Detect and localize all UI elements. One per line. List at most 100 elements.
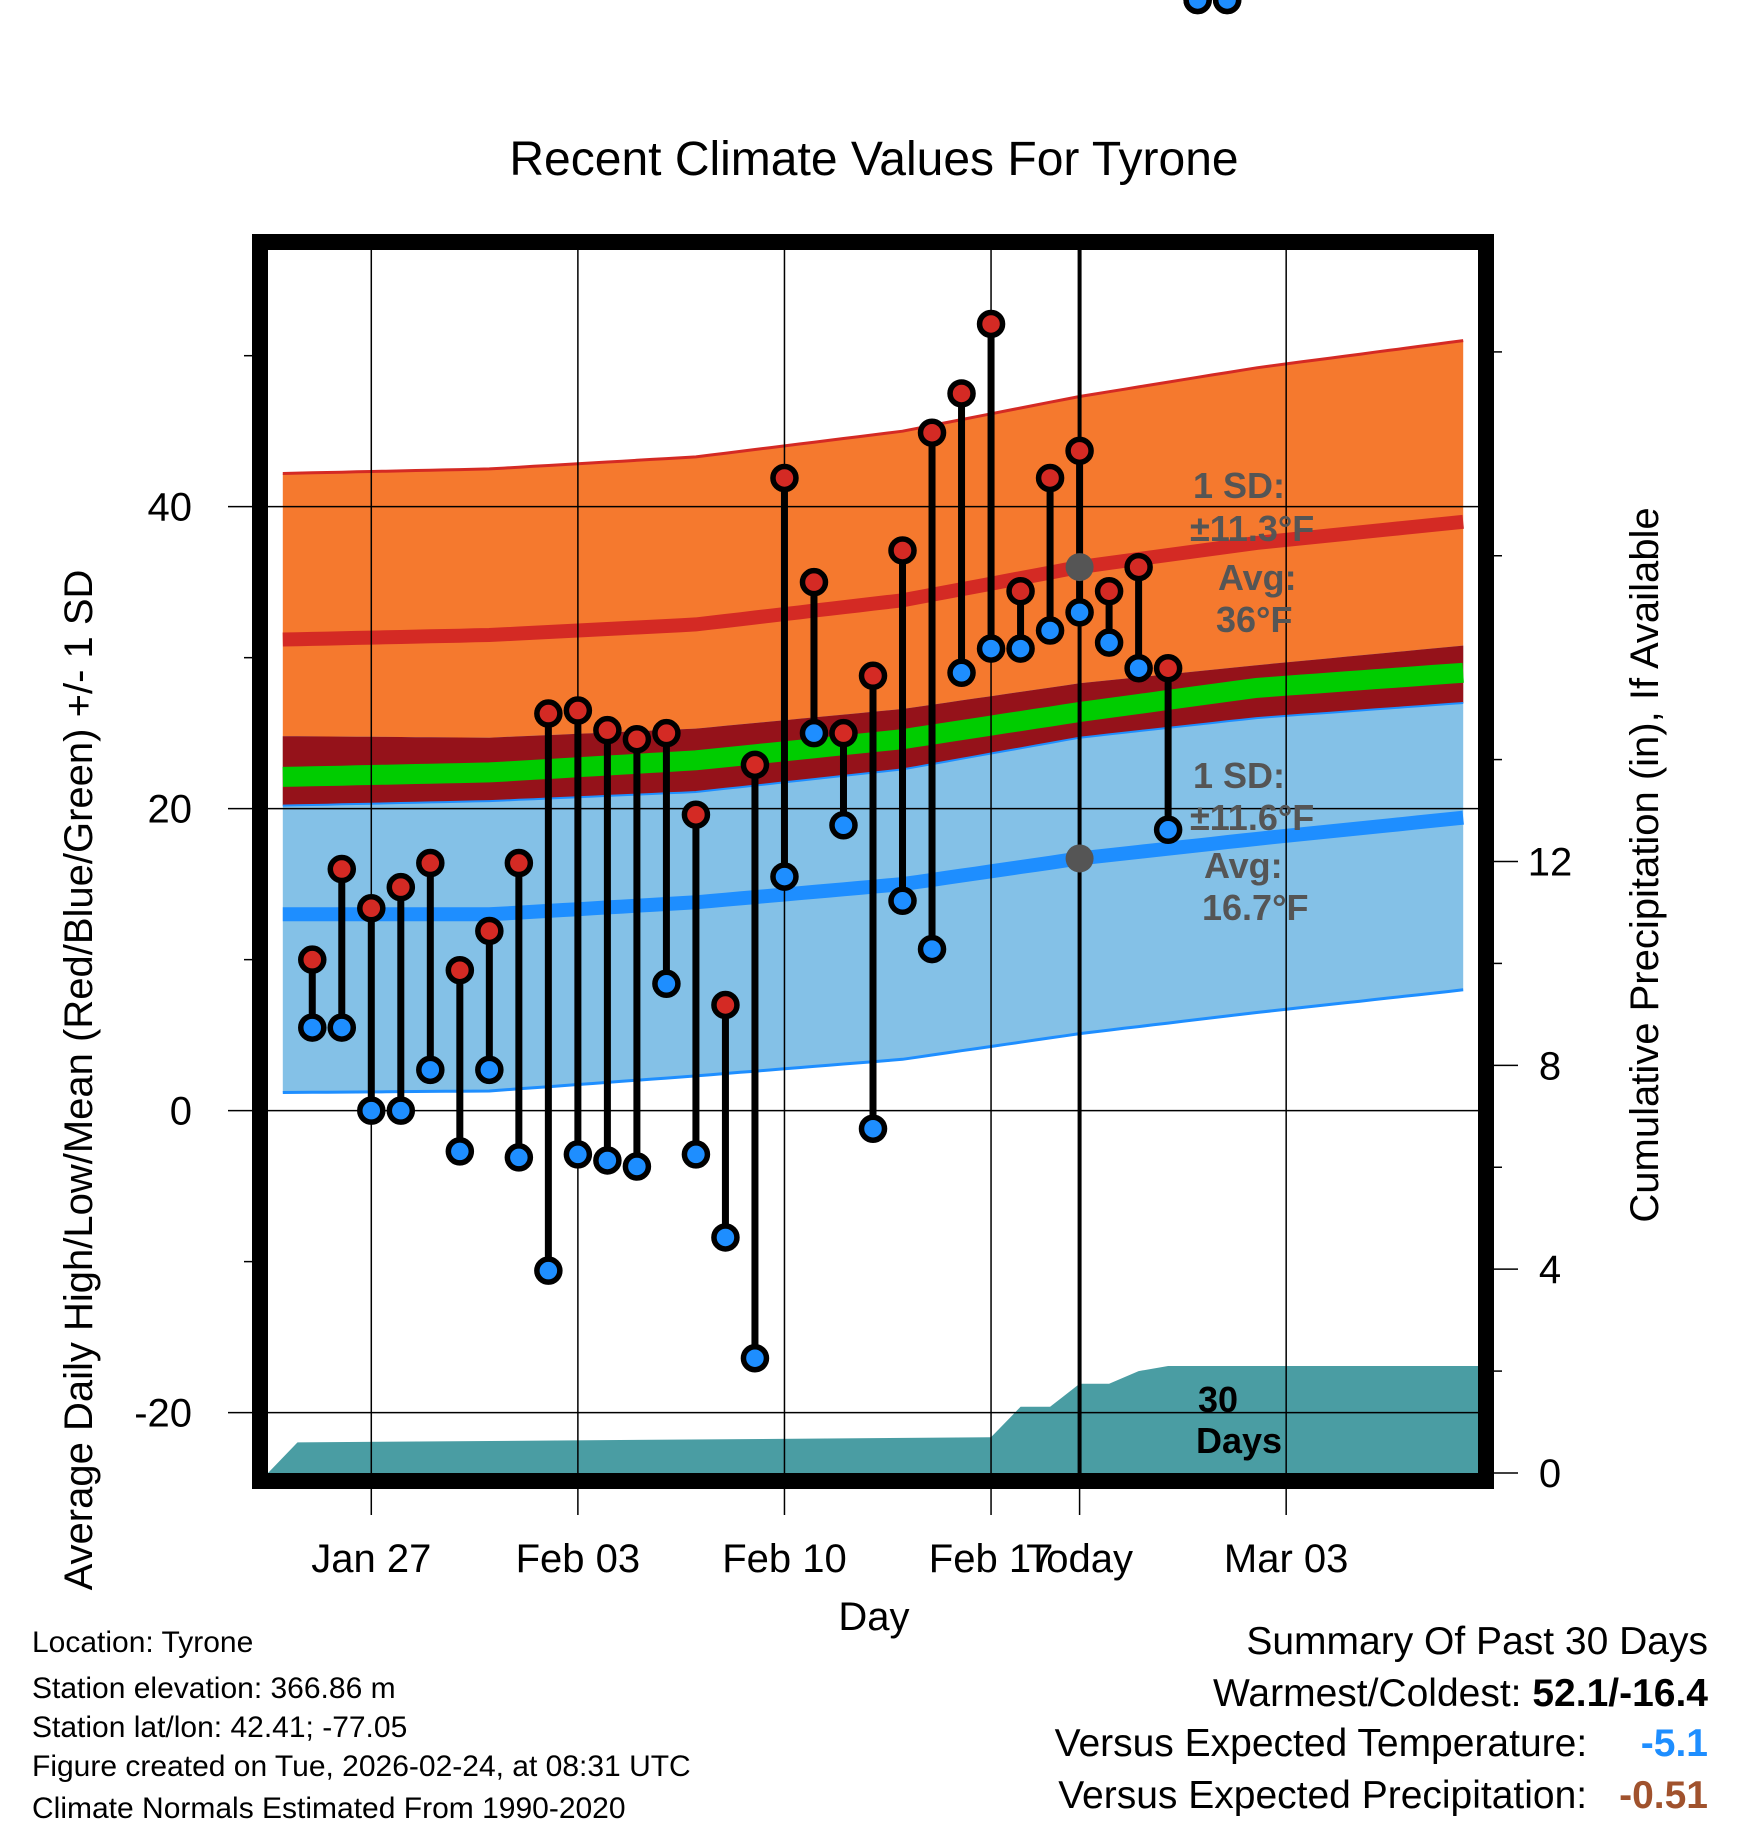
summary-precip-value: -0.51 (1619, 1774, 1708, 1817)
daily-low-point (475, 1055, 504, 1085)
daily-high-point (652, 718, 681, 748)
x-tick-label: Mar 03 (1224, 1537, 1349, 1581)
info-location: Location: Tyrone (32, 1626, 254, 1659)
x-tick-label: Feb 10 (722, 1537, 847, 1581)
daily-high-point (593, 715, 622, 745)
daily-high-point (504, 848, 534, 878)
daily-high-point (1035, 463, 1065, 493)
daily-high-point (445, 955, 475, 985)
daily-low-point (1035, 616, 1065, 645)
daily-low-point (829, 811, 858, 840)
high-avg-value: 36°F (1216, 599, 1292, 640)
summary-precip-label: Versus Expected Precipitation: (1058, 1774, 1588, 1817)
y-tick-label: 40 (148, 486, 193, 530)
daily-high-point (1153, 653, 1183, 683)
period-days-unit: Days (1196, 1420, 1282, 1461)
x-tick-label: Feb 03 (516, 1537, 641, 1581)
daily-high-point (622, 724, 652, 754)
daily-high-point (740, 750, 770, 780)
x-tick-label: Feb 17 (929, 1537, 1054, 1581)
daily-high-point (475, 916, 504, 946)
y-axis-label: Average Daily High/Low/Mean (Red/Blue/Gr… (57, 570, 101, 1591)
y-tick-label: -20 (134, 1392, 192, 1436)
period-days-number: 30 (1198, 1379, 1238, 1420)
daily-low-point (357, 1096, 386, 1125)
summary-temp: Versus Expected Temperature: -5.1 (1055, 1722, 1708, 1766)
daily-high-point (947, 379, 976, 408)
info-created: Figure created on Tue, 2026-02-24, at 08… (32, 1750, 691, 1783)
daily-high-point (829, 718, 858, 748)
daily-high-point (858, 661, 888, 691)
daily-low-point (652, 969, 681, 999)
high-avg-label: Avg: (1218, 557, 1297, 598)
summary-warmest-value: 52.1/-16.4 (1532, 1672, 1708, 1715)
daily-high-point (357, 894, 386, 923)
daily-low-point (327, 1013, 357, 1042)
daily-low-point (1094, 628, 1124, 657)
y-axis-right-label: Cumulative Precipitation (in), If Availa… (1623, 507, 1667, 1222)
low-avg-label: Avg: (1204, 845, 1283, 886)
daily-high-point (1065, 436, 1094, 466)
daily-low-point (622, 1152, 652, 1181)
daily-low-point (976, 634, 1006, 663)
daily-high-point (1094, 576, 1124, 606)
daily-low-point (1006, 634, 1035, 663)
daily-high-point (799, 567, 829, 597)
daily-high-point (888, 536, 917, 565)
low-avg-marker (1065, 844, 1094, 873)
daily-high-point (298, 945, 327, 974)
daily-low-point (416, 1055, 445, 1085)
high-upper-sd-line (282, 339, 1464, 475)
precipitation-area (268, 1366, 1478, 1473)
daily-low-point (681, 1140, 711, 1169)
daily-low-point (1183, 0, 1212, 15)
y-right-tick-label: 12 (1528, 841, 1573, 885)
precip-area (268, 1366, 1478, 1473)
daily-low-point (445, 1137, 475, 1166)
daily-low-point (1124, 653, 1153, 683)
daily-observations (298, 0, 1242, 1373)
y-right-tick-label: 4 (1539, 1248, 1561, 1292)
daily-low-point (504, 1143, 534, 1172)
daily-high-point (1006, 576, 1035, 606)
daily-low-point (858, 1114, 888, 1143)
high-sd-label: 1 SD: (1193, 465, 1285, 506)
summary-precip: Versus Expected Precipitation: -0.51 (1058, 1774, 1708, 1818)
y-tick-label: 20 (148, 788, 193, 832)
daily-low-point (593, 1146, 622, 1175)
x-axis-label: Day (838, 1595, 909, 1639)
summary-title: Summary Of Past 30 Days (1246, 1620, 1708, 1663)
daily-high-point (386, 872, 416, 902)
low-sd-value: ±11.6°F (1190, 797, 1314, 838)
daily-low-point (386, 1096, 416, 1125)
summary-temp-label: Versus Expected Temperature: (1054, 1722, 1588, 1765)
daily-high-point (770, 463, 799, 493)
daily-low-point (799, 718, 829, 748)
daily-high-point (681, 800, 711, 829)
daily-low-point (1212, 0, 1242, 15)
x-tick-label: Jan 27 (311, 1537, 431, 1581)
high-sd-value: ±11.3°F (1190, 508, 1314, 549)
summary-temp-value: -5.1 (1640, 1722, 1708, 1765)
daily-low-point (740, 1343, 770, 1373)
daily-low-point (1065, 598, 1094, 627)
summary-warmest: Warmest/Coldest: 52.1/-16.4 (1213, 1672, 1708, 1716)
daily-low-point (534, 1256, 563, 1285)
daily-high-point (416, 848, 445, 878)
daily-high-point (711, 990, 740, 1020)
y-right-tick-label: 8 (1539, 1044, 1561, 1088)
info-normals: Climate Normals Estimated From 1990-2020 (32, 1792, 626, 1825)
low-avg-value: 16.7°F (1202, 887, 1308, 928)
high-avg-line (282, 514, 1464, 647)
summary-warmest-label: Warmest/Coldest: (1213, 1672, 1522, 1715)
daily-low-point (1153, 815, 1183, 845)
daily-high-point (563, 696, 593, 725)
daily-high-point (534, 699, 563, 728)
daily-low-point (563, 1140, 593, 1169)
x-tick-label: Today (1026, 1537, 1133, 1581)
chart-title: Recent Climate Values For Tyrone (509, 133, 1238, 186)
daily-low-point (947, 658, 976, 688)
y-tick-label: 0 (170, 1090, 192, 1134)
